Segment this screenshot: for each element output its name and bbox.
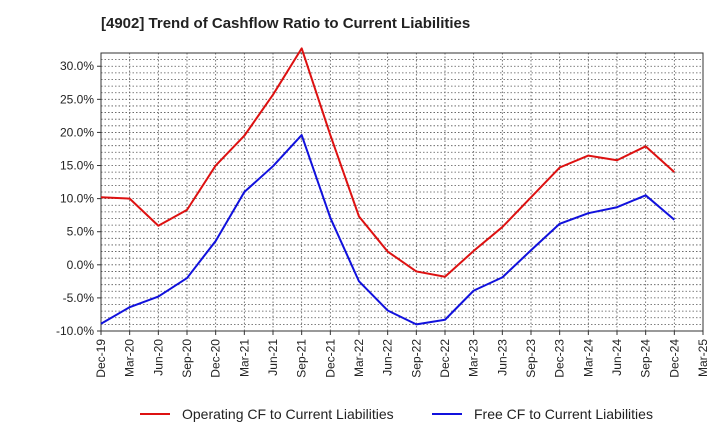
y-tick-label: 10.0% [60, 192, 94, 206]
x-tick-label: Jun-24 [610, 339, 624, 376]
legend: Operating CF to Current Liabilities Free … [140, 406, 653, 422]
y-tick-label: -5.0% [63, 291, 95, 305]
x-tick-label: Mar-24 [581, 339, 595, 377]
x-tick-label: Dec-19 [94, 339, 108, 378]
x-tick-label: Mar-23 [467, 339, 481, 377]
y-tick-label: 5.0% [67, 225, 95, 239]
chart-title: [4902] Trend of Cashflow Ratio to Curren… [101, 15, 471, 32]
x-tick-label: Mar-20 [123, 339, 137, 377]
x-tick-label: Dec-24 [667, 339, 681, 378]
x-tick-label: Sep-24 [639, 339, 653, 378]
series-line-operating-cf [100, 47, 675, 278]
y-tick-label: 30.0% [60, 59, 94, 73]
x-tick-label: Dec-23 [553, 339, 567, 378]
x-tick-label: Jun-20 [151, 339, 165, 376]
x-tick-label: Mar-21 [237, 339, 251, 377]
x-tick-label: Mar-22 [352, 339, 366, 377]
grid-layer [100, 52, 704, 332]
axis-layer: -10.0% -5.0% 0.0% 5.0% 10.0% 15.0% 20.0% 25.0% 3… [56, 52, 710, 378]
x-tick-label: Jun-22 [381, 339, 395, 376]
y-tick-label: 20.0% [60, 125, 94, 139]
x-tick-label: Dec-22 [438, 339, 452, 378]
x-tick-label: Sep-21 [295, 339, 309, 378]
x-tick-label: Dec-20 [209, 339, 223, 378]
y-tick-label: 25.0% [60, 92, 94, 106]
x-tick-label: Sep-20 [180, 339, 194, 378]
series-line-free-cf [100, 134, 675, 326]
legend-label: Operating CF to Current Liabilities [182, 406, 394, 422]
plot-border [100, 52, 704, 332]
y-tick-label: -10.0% [56, 324, 94, 338]
series-layer [100, 47, 675, 326]
legend-label: Free CF to Current Liabilities [474, 406, 653, 422]
x-tick-label: Dec-21 [323, 339, 337, 378]
x-tick-label: Sep-22 [409, 339, 423, 378]
x-tick-label: Mar-25 [696, 339, 710, 377]
x-tick-label: Sep-23 [524, 339, 538, 378]
y-tick-label: 0.0% [67, 258, 95, 272]
x-tick-label: Jun-23 [495, 339, 509, 376]
y-tick-label: 15.0% [60, 159, 94, 173]
x-tick-label: Jun-21 [266, 339, 280, 376]
